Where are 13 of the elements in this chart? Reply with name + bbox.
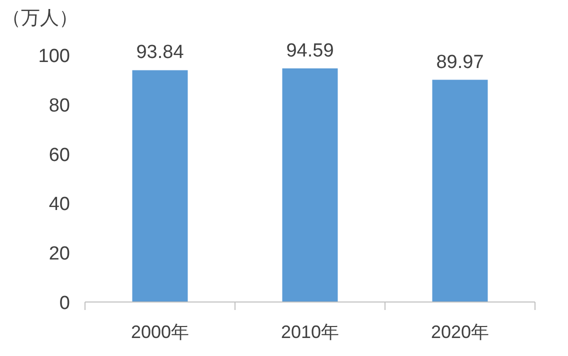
y-tick-label: 100	[38, 46, 70, 67]
y-tick-label: 80	[48, 95, 70, 116]
y-tick-label: 20	[48, 244, 70, 265]
y-tick-label: 60	[48, 144, 70, 166]
data-label: 93.84	[136, 42, 184, 64]
data-label: 94.59	[286, 40, 334, 62]
y-tick-label: 40	[48, 194, 70, 216]
x-tick-label: 2010年	[280, 322, 340, 342]
y-axis-title: （万人）	[2, 8, 78, 29]
y-tick-label: 0	[59, 293, 70, 314]
data-label: 89.97	[436, 52, 484, 73]
x-tick-label: 2020年	[430, 322, 490, 342]
x-tick-label: 2000年	[130, 322, 190, 342]
